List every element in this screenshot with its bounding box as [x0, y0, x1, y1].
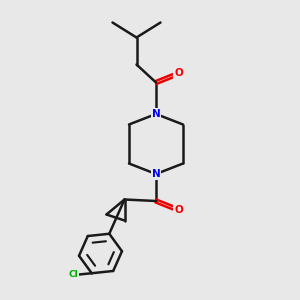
- Text: N: N: [152, 169, 160, 179]
- Text: O: O: [174, 68, 183, 79]
- Text: Cl: Cl: [68, 270, 78, 279]
- Text: N: N: [152, 109, 160, 119]
- Text: O: O: [174, 205, 183, 215]
